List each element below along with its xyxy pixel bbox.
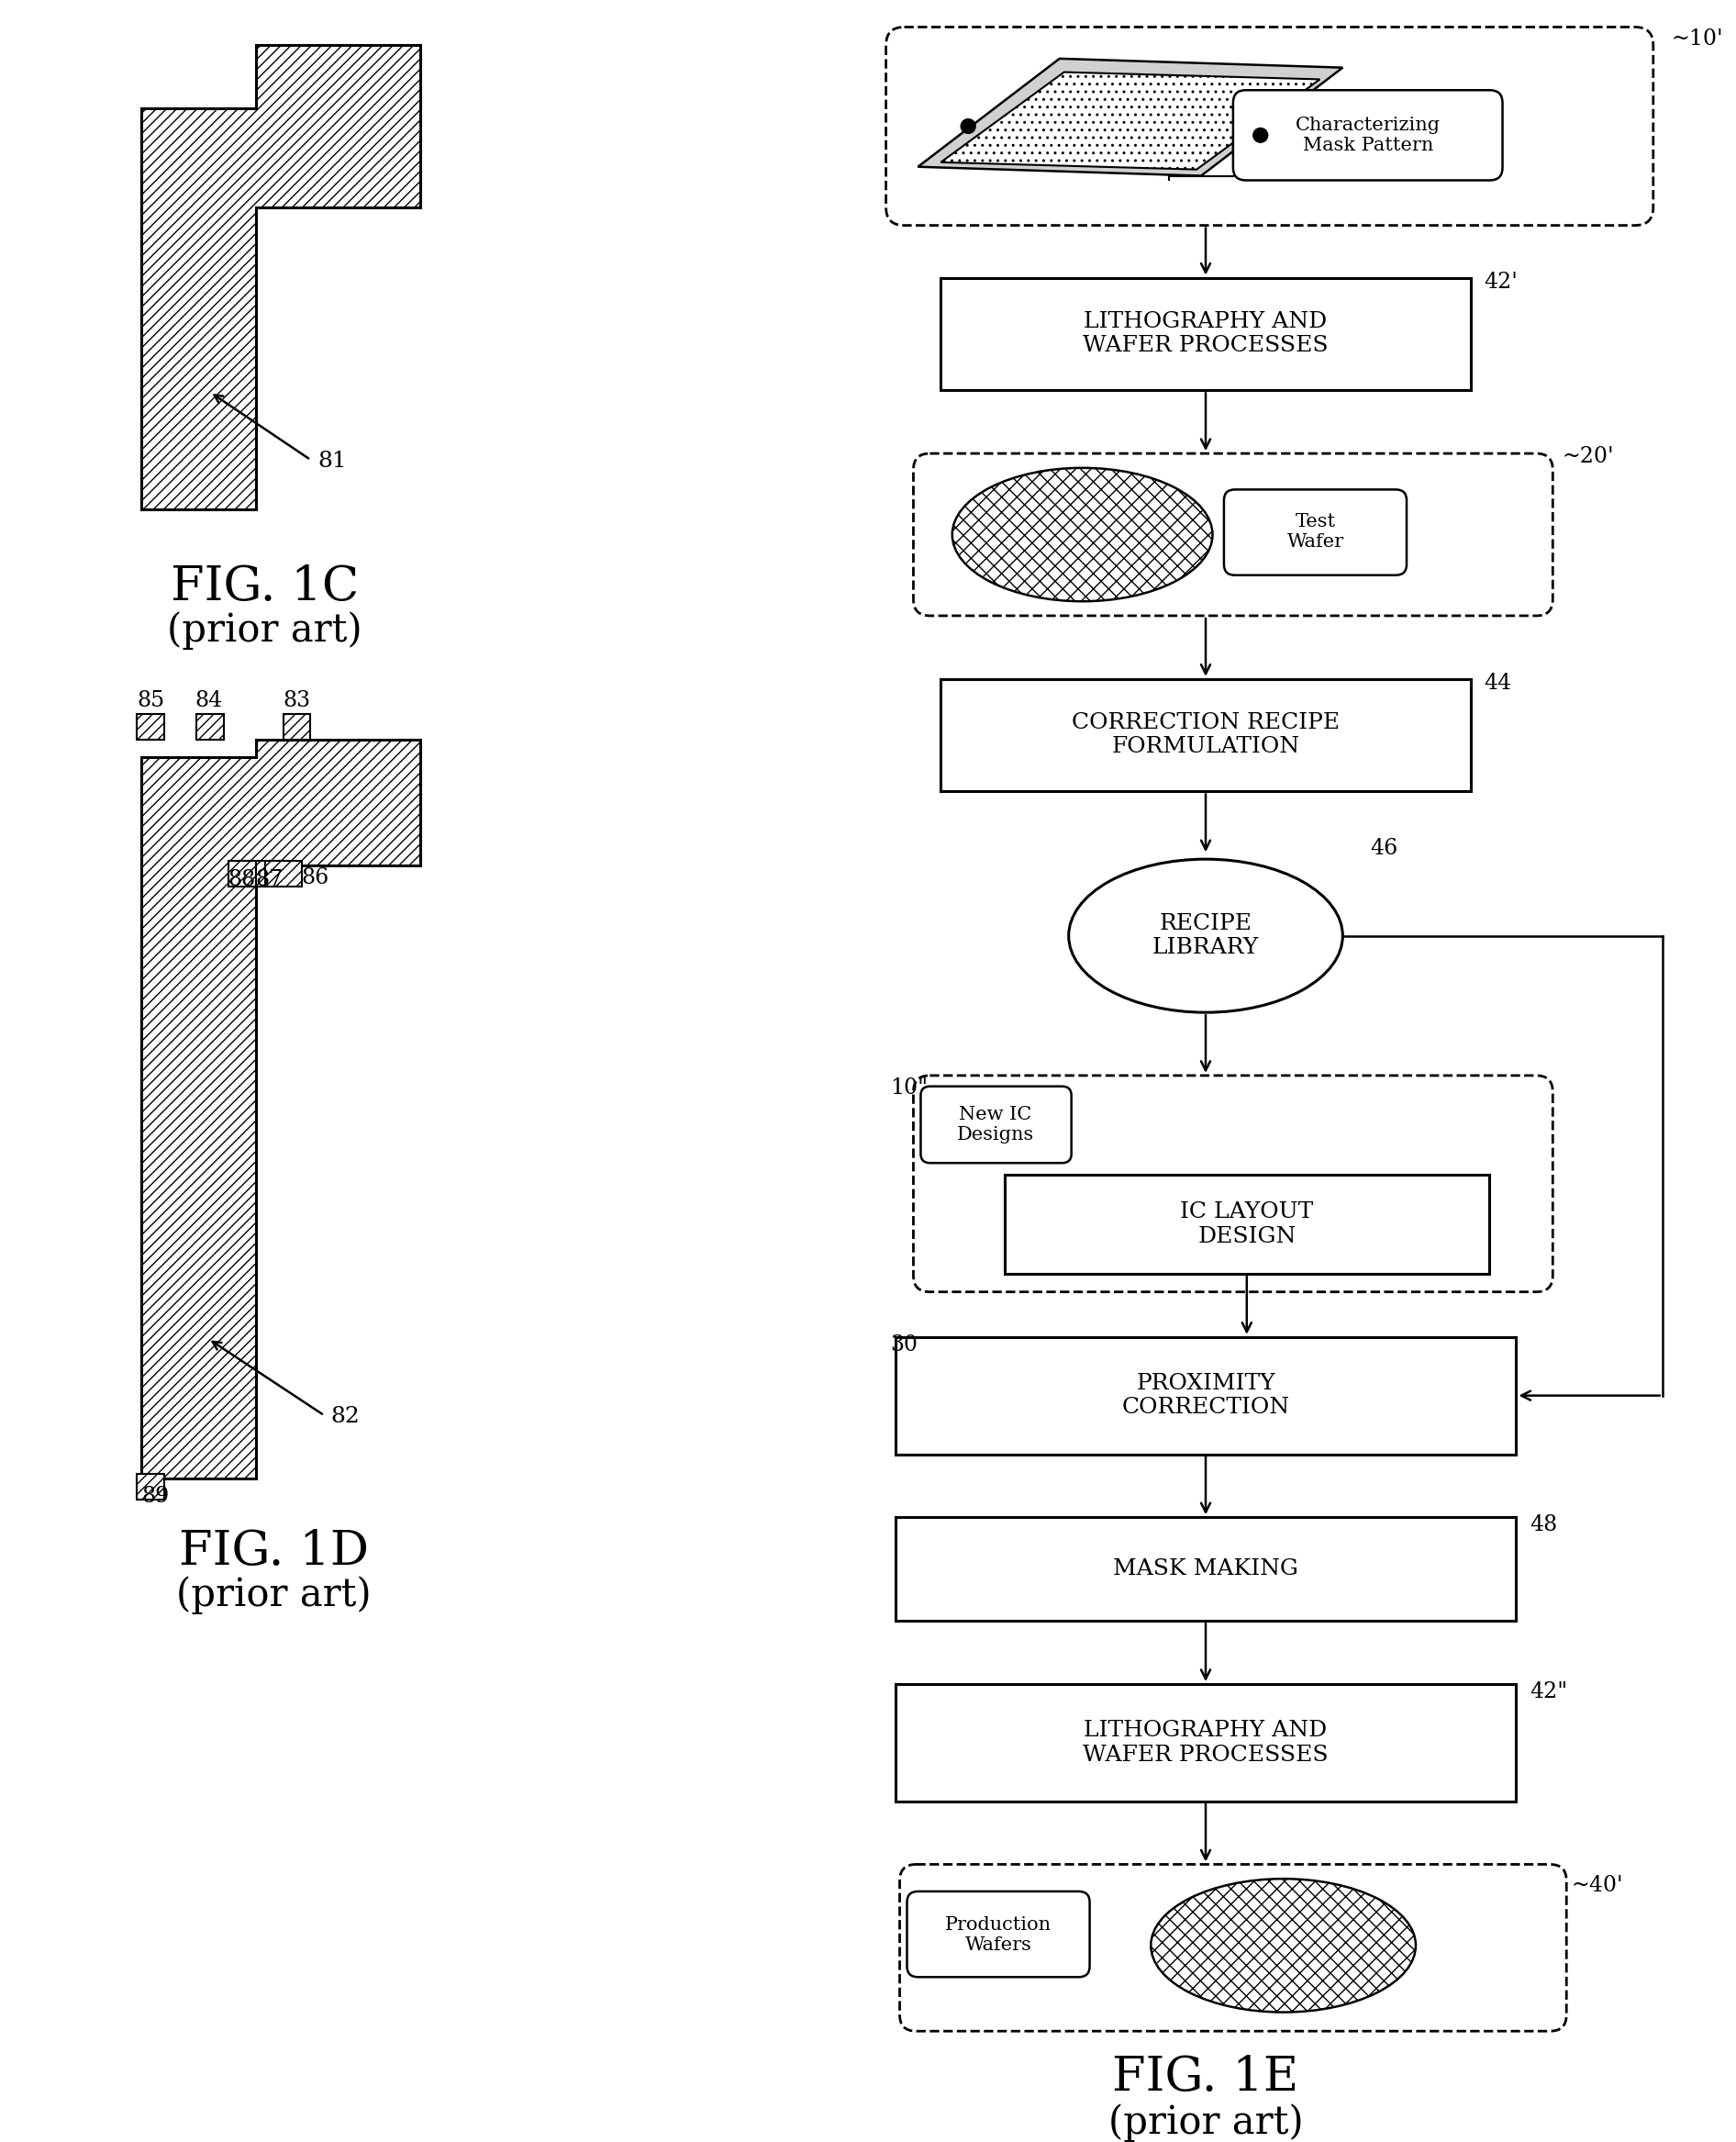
Bar <box>255 861 283 887</box>
Text: 46: 46 <box>1370 838 1397 859</box>
Text: 89: 89 <box>141 1484 168 1506</box>
Bar <box>896 1517 1516 1621</box>
Text: 81: 81 <box>318 450 347 471</box>
Text: MASK MAKING: MASK MAKING <box>1113 1557 1299 1579</box>
Text: ~40': ~40' <box>1571 1874 1623 1896</box>
Ellipse shape <box>1151 1879 1417 2011</box>
Text: Characterizing
Mask Pattern: Characterizing Mask Pattern <box>1295 116 1441 154</box>
Bar <box>941 679 1470 793</box>
Bar <box>266 861 302 887</box>
FancyBboxPatch shape <box>1224 491 1406 576</box>
Circle shape <box>962 120 976 133</box>
Text: RECIPE
LIBRARY: RECIPE LIBRARY <box>1153 912 1259 957</box>
Text: (prior art): (prior art) <box>167 610 363 649</box>
Text: FIG. 1E: FIG. 1E <box>1113 2054 1299 2101</box>
Text: LITHOGRAPHY AND
WAFER PROCESSES: LITHOGRAPHY AND WAFER PROCESSES <box>1083 1720 1328 1765</box>
Text: FIG. 1C: FIG. 1C <box>170 563 359 610</box>
Text: 85: 85 <box>137 690 165 711</box>
FancyBboxPatch shape <box>906 1891 1090 1977</box>
Text: IC LAYOUT
DESIGN: IC LAYOUT DESIGN <box>1180 1202 1314 1247</box>
Text: 86: 86 <box>302 868 330 889</box>
Text: 84: 84 <box>194 690 222 711</box>
Bar <box>896 1684 1516 1801</box>
FancyBboxPatch shape <box>920 1086 1071 1163</box>
Text: ~20': ~20' <box>1562 446 1614 467</box>
FancyBboxPatch shape <box>899 1864 1566 2031</box>
Ellipse shape <box>1069 859 1342 1013</box>
Text: 83: 83 <box>283 690 311 711</box>
Circle shape <box>1253 129 1267 141</box>
Text: 87: 87 <box>255 870 283 889</box>
FancyBboxPatch shape <box>913 1075 1552 1292</box>
Bar <box>137 713 165 739</box>
Text: 10": 10" <box>891 1077 929 1099</box>
Text: 48: 48 <box>1529 1514 1557 1536</box>
Text: FIG. 1D: FIG. 1D <box>179 1527 370 1574</box>
Text: LITHOGRAPHY AND
WAFER PROCESSES: LITHOGRAPHY AND WAFER PROCESSES <box>1083 311 1328 356</box>
Bar <box>137 1474 165 1499</box>
Text: 42': 42' <box>1484 272 1517 293</box>
Text: Test
Wafer: Test Wafer <box>1286 514 1344 550</box>
Text: New IC
Designs: New IC Designs <box>957 1105 1035 1144</box>
Polygon shape <box>918 58 1342 176</box>
Ellipse shape <box>953 467 1212 602</box>
Bar <box>229 861 255 887</box>
Text: (prior art): (prior art) <box>1108 2103 1304 2142</box>
Text: 42": 42" <box>1529 1681 1568 1703</box>
Polygon shape <box>941 73 1319 169</box>
FancyBboxPatch shape <box>885 28 1653 225</box>
FancyBboxPatch shape <box>1233 90 1503 180</box>
Text: ~10': ~10' <box>1672 28 1724 49</box>
Bar <box>283 713 311 739</box>
Bar <box>1005 1174 1489 1274</box>
Text: 88: 88 <box>227 870 255 889</box>
Polygon shape <box>142 45 420 510</box>
Bar <box>196 713 224 739</box>
Text: (prior art): (prior art) <box>177 1577 372 1615</box>
Text: PROXIMITY
CORRECTION: PROXIMITY CORRECTION <box>1121 1373 1290 1418</box>
Text: 82: 82 <box>330 1405 359 1427</box>
Polygon shape <box>142 739 420 1478</box>
Text: CORRECTION RECIPE
FORMULATION: CORRECTION RECIPE FORMULATION <box>1071 711 1340 758</box>
Bar <box>941 278 1470 390</box>
Bar <box>896 1337 1516 1454</box>
Text: Production
Wafers: Production Wafers <box>944 1915 1052 1954</box>
Text: 30: 30 <box>891 1334 918 1356</box>
Text: 44: 44 <box>1484 673 1512 694</box>
FancyBboxPatch shape <box>913 454 1552 615</box>
